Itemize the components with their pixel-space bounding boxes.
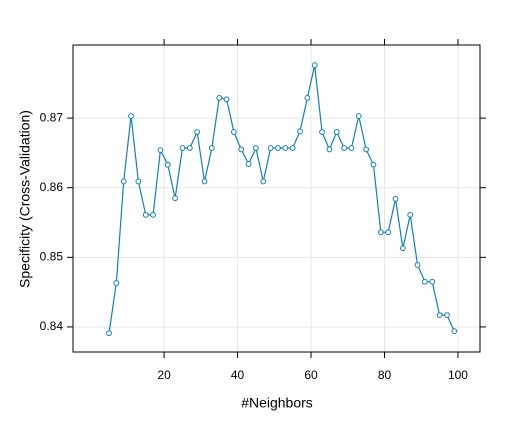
data-point (128, 113, 134, 119)
data-point (377, 229, 384, 236)
plot-frame (72, 44, 481, 353)
x-axis-title: #Neighbors (241, 395, 313, 411)
data-point (216, 95, 223, 101)
data-point (172, 195, 179, 202)
data-point (282, 145, 289, 151)
data-point (253, 145, 259, 151)
y-tick-label: 0.87 (40, 110, 64, 124)
data-point (164, 161, 171, 168)
x-tick-label: 100 (448, 368, 468, 382)
data-point (113, 280, 120, 286)
data-point (311, 62, 318, 69)
data-point (142, 211, 149, 218)
y-tick-label: 0.84 (40, 319, 64, 333)
data-point (106, 330, 112, 337)
data-point (429, 278, 436, 285)
data-point (451, 328, 458, 335)
data-point (120, 178, 127, 185)
data-point (436, 312, 443, 319)
data-point (150, 211, 156, 218)
data-point (333, 129, 340, 135)
data-point (245, 161, 252, 167)
data-point (238, 146, 245, 153)
data-point (275, 145, 281, 151)
data-point (414, 262, 421, 268)
data-point (230, 129, 237, 135)
data-point (201, 178, 208, 185)
x-tick-label: 20 (157, 368, 171, 382)
y-tick-label: 0.86 (40, 180, 64, 194)
data-point (194, 129, 201, 135)
data-point (363, 146, 370, 153)
data-point (289, 145, 296, 151)
data-point (157, 147, 164, 154)
data-point (223, 96, 230, 103)
data-point (422, 278, 428, 285)
y-axis-title: Specificity (Cross-Validation) (17, 110, 33, 288)
data-point (355, 113, 362, 119)
data-point (297, 128, 303, 135)
data-point (319, 129, 325, 135)
data-point (186, 145, 193, 151)
data-point (179, 145, 186, 151)
x-tick-label: 60 (304, 368, 318, 382)
data-point (399, 245, 406, 252)
data-point (260, 178, 267, 185)
data-point (135, 178, 142, 185)
data-point (385, 229, 392, 236)
data-point (267, 145, 274, 151)
data-point (407, 211, 414, 218)
x-tick-label: 40 (231, 368, 245, 382)
data-point (304, 95, 311, 101)
data-point (392, 195, 399, 202)
data-point (370, 161, 377, 168)
data-point (326, 146, 333, 153)
series-line (108, 65, 455, 334)
data-point (341, 145, 347, 151)
y-tick-label: 0.85 (40, 249, 64, 263)
data-point (348, 145, 355, 151)
x-tick-label: 80 (378, 368, 392, 382)
data-point (208, 145, 215, 151)
data-point (444, 312, 450, 319)
